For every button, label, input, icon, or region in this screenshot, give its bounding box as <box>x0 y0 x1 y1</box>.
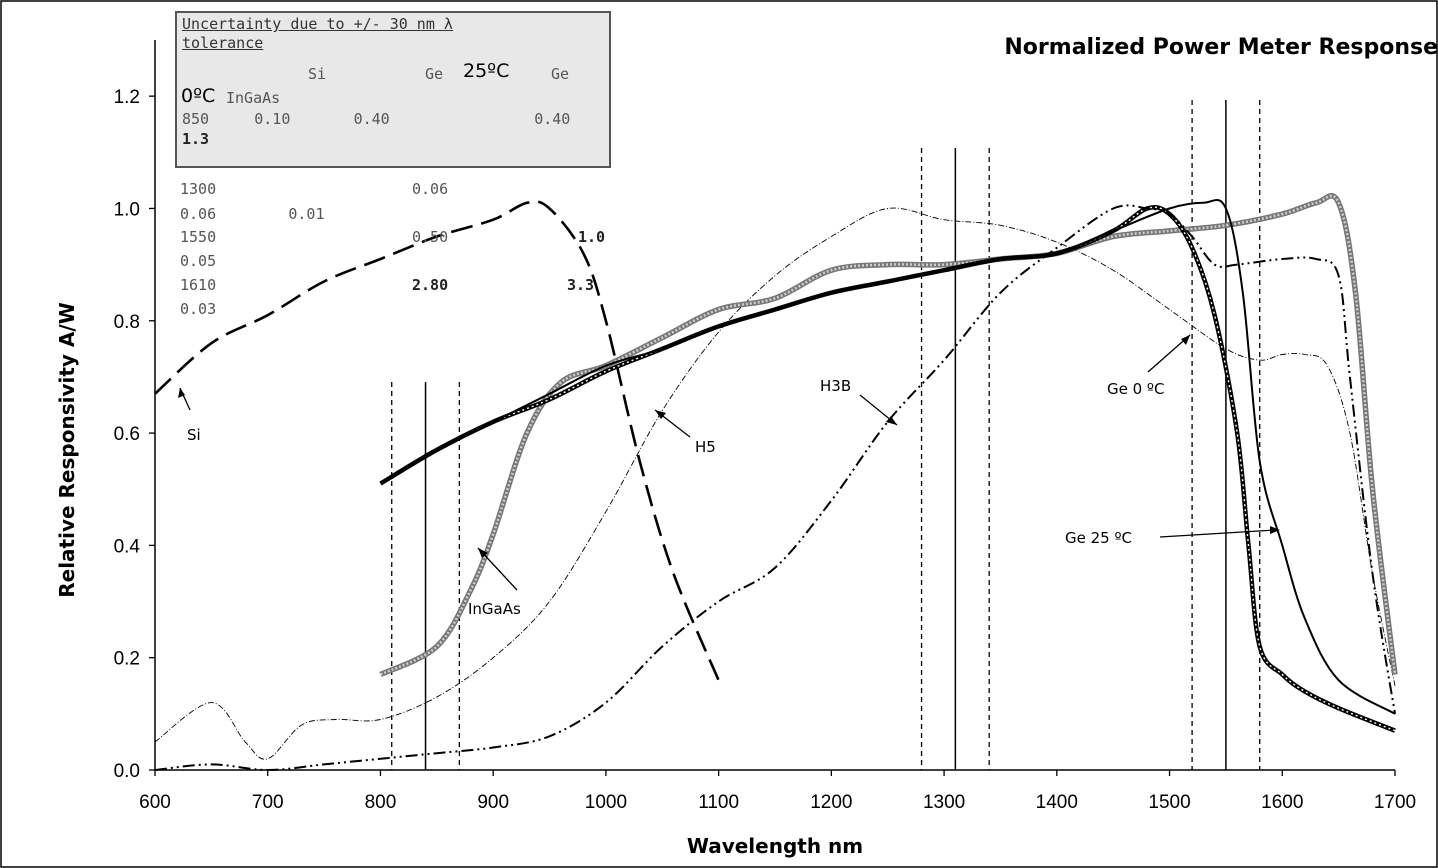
y-axis-title: Relative Responsivity A/W <box>55 302 79 598</box>
annotation-si-label: Si <box>187 426 201 444</box>
reference-lines <box>391 100 1261 770</box>
annotation-ingaas: InGaAs <box>468 547 521 618</box>
y-tick-label: 0.0 <box>114 761 140 782</box>
x-tick-label: 700 <box>252 792 284 813</box>
x-tick-label: 1200 <box>810 792 852 813</box>
row-1550-label: 1550 <box>180 228 217 246</box>
x-tick-label: 1000 <box>585 792 627 813</box>
row-1300-label: 1300 <box>180 180 217 198</box>
row-1610-label: 1610 <box>180 276 217 294</box>
uncertainty-title-line1: Uncertainty due to +/- 30 nm λ <box>182 15 453 33</box>
series-h3b <box>154 204 1396 771</box>
row-850-ingaas: 1.3 <box>182 130 210 148</box>
x-axis-title: Wavelength nm <box>687 834 863 858</box>
y-tick-label: 1.0 <box>114 199 140 220</box>
header-ingaas: InGaAs <box>226 89 281 107</box>
x-tick-label: 1300 <box>923 792 965 813</box>
x-tick-label: 900 <box>477 792 509 813</box>
series-line <box>379 194 1397 676</box>
series-ge-0-c <box>379 199 1396 715</box>
series-h5 <box>154 207 1396 760</box>
row-1610-ge0: 3.3 <box>567 276 595 294</box>
annotation-ge0-label: Ge 0 ºC <box>1107 380 1164 398</box>
y-tick-label: 0.2 <box>114 649 140 670</box>
x-tick-label: 1700 <box>1374 792 1416 813</box>
y-tick-label: 0.4 <box>114 536 141 557</box>
series-line <box>379 193 1398 678</box>
chart-title: Normalized Power Meter Response <box>1004 35 1438 60</box>
annotation-ingaas-label: InGaAs <box>468 600 521 618</box>
x-tick-label: 800 <box>365 792 397 813</box>
annotation-h5: H5 <box>654 409 716 456</box>
annotation-ge25: Ge 25 ºC <box>1065 526 1280 547</box>
series-line <box>154 204 1396 771</box>
annotation-si: Si <box>178 387 201 444</box>
header-ge-1: Ge <box>425 65 444 83</box>
header-0c: 0ºC <box>181 85 216 107</box>
annotation-ge0: Ge 0 ºC <box>1107 334 1191 398</box>
series-layer <box>154 193 1398 771</box>
row-1550-ge25: 0.50 <box>412 228 449 246</box>
row-1550-ge0: 1.0 <box>578 228 606 246</box>
header-ge-2: Ge <box>551 65 570 83</box>
series-line <box>154 200 720 681</box>
series-ingaas <box>379 193 1398 678</box>
x-tick-label: 1400 <box>1036 792 1078 813</box>
x-tick-label: 1100 <box>698 792 739 813</box>
header-si: Si <box>308 65 327 83</box>
y-tick-label: 0.6 <box>114 424 140 445</box>
y-tick-label: 0.8 <box>114 312 140 333</box>
series-line <box>379 199 1396 715</box>
row-850: 850 0.10 0.40 0.40 <box>182 110 571 128</box>
annotation-h3b-label: H3B <box>820 377 851 395</box>
y-tick-label: 1.2 <box>114 87 140 108</box>
ticks-layer: 600 700 800 900 1000 1100 1200 1300 1400 1500 1600… <box>114 87 1417 813</box>
row-1550-ingaas: 0.05 <box>180 252 217 270</box>
uncertainty-table: Uncertainty due to +/- 30 nm λ tolerance… <box>175 11 611 168</box>
annotation-ge25-label: Ge 25 ºC <box>1065 529 1132 547</box>
series-si <box>154 200 720 681</box>
row-1300-cont: 0.06 0.01 <box>180 205 325 223</box>
uncertainty-title-line2: tolerance <box>182 34 264 52</box>
header-25c: 25ºC <box>463 60 510 82</box>
row-1610-ge25: 2.80 <box>412 276 449 294</box>
x-tick-label: 1500 <box>1148 792 1190 813</box>
annotation-h5-label: H5 <box>695 438 716 456</box>
x-tick-label: 600 <box>139 792 171 813</box>
row-1300-value: 0.06 <box>412 180 449 198</box>
annotation-h3b: H3B <box>820 377 898 426</box>
x-tick-label: 1600 <box>1261 792 1303 813</box>
series-line <box>154 207 1396 760</box>
row-1610-ingaas: 0.03 <box>180 300 217 318</box>
